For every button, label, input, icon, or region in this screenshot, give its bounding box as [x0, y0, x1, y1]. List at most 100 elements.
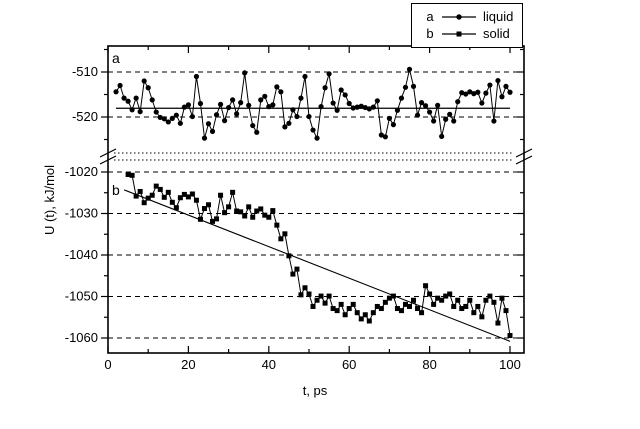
liquid-point [471, 91, 477, 97]
y-tick-label: -1020 [65, 164, 98, 179]
solid-marker-icon [441, 29, 477, 39]
y-tick-label: -1060 [65, 330, 98, 345]
solid-point [419, 310, 425, 316]
legend-key-b: b [426, 26, 434, 42]
solid-point [394, 306, 400, 312]
legend-label-liquid: liquid [483, 8, 514, 24]
solid-point [427, 291, 433, 297]
liquid-point [274, 84, 280, 90]
liquid-point [173, 112, 179, 118]
liquid-point [226, 104, 232, 111]
liquid-point [298, 95, 304, 101]
liquid-point [338, 87, 344, 93]
solid-point [431, 301, 437, 307]
solid-point [407, 303, 412, 309]
liquid-point [439, 133, 445, 139]
annotation-a: a [112, 50, 120, 66]
liquid-point [266, 104, 272, 110]
chart-legend: a liquid b solid [411, 3, 523, 48]
liquid-point [503, 83, 509, 89]
liquid-point [221, 118, 228, 124]
solid-point [350, 301, 356, 307]
solid-point [181, 191, 187, 197]
liquid-point [125, 98, 131, 104]
liquid-point [362, 104, 368, 111]
solid-point [177, 195, 183, 201]
liquid-point [398, 95, 405, 101]
liquid-point [197, 100, 204, 107]
solid-series [125, 171, 513, 339]
liquid-point [189, 113, 196, 120]
liquid-point [479, 100, 485, 106]
liquid-point [310, 127, 316, 133]
liquid-point [213, 112, 220, 118]
solid-point [398, 308, 404, 314]
liquid-point [246, 102, 252, 108]
solid-point [234, 208, 240, 214]
solid-point [447, 291, 453, 297]
liquid-point [278, 89, 284, 95]
solid-point [459, 306, 465, 312]
liquid-point [141, 78, 147, 84]
liquid-point [447, 111, 453, 117]
x-tick-label: 20 [181, 357, 195, 372]
solid-point [266, 214, 272, 220]
solid-point [370, 310, 376, 316]
solid-point [507, 333, 513, 339]
solid-point [322, 300, 328, 306]
solid-point [286, 253, 292, 259]
liquid-point [318, 104, 324, 110]
x-tick-label: 80 [422, 357, 436, 372]
liquid-marker-icon [441, 12, 477, 22]
solid-point [326, 293, 332, 299]
liquid-point [302, 73, 308, 80]
liquid-point [451, 118, 457, 124]
liquid-point [475, 89, 481, 95]
plot-frame [107, 45, 525, 354]
solid-point [306, 291, 312, 297]
solid-point [318, 293, 324, 299]
solid-point [382, 299, 388, 305]
solid-point [222, 210, 228, 216]
solid-point [206, 202, 211, 208]
solid-trend-line [123, 189, 511, 342]
liquid-point [121, 95, 127, 101]
solid-point [197, 216, 203, 222]
liquid-point [491, 118, 497, 124]
solid-point [302, 285, 308, 291]
liquid-point [459, 90, 465, 96]
legend-entry-liquid: a liquid [425, 8, 520, 24]
liquid-point [153, 109, 159, 115]
liquid-point [358, 103, 364, 109]
solid-point [254, 208, 260, 214]
solid-point [210, 218, 216, 224]
liquid-point [201, 135, 208, 141]
solid-point [129, 172, 135, 178]
solid-point [314, 297, 320, 303]
liquid-point [386, 115, 392, 121]
liquid-point [161, 116, 167, 122]
x-axis-title: t, ps [302, 383, 328, 398]
solid-point [189, 191, 195, 197]
solid-point [358, 316, 364, 322]
liquid-point [378, 132, 384, 138]
solid-point [246, 204, 252, 210]
solid-point [499, 295, 505, 301]
liquid-point [427, 109, 433, 115]
solid-point [238, 209, 244, 215]
liquid-point [422, 103, 429, 109]
solid-point [149, 192, 155, 198]
liquid-point [366, 106, 372, 112]
liquid-point [165, 119, 171, 125]
liquid-point [157, 114, 163, 121]
solid-point [310, 303, 316, 309]
solid-point [475, 303, 481, 309]
solid-point [415, 306, 421, 312]
solid-point [346, 306, 352, 312]
liquid-point [230, 97, 236, 103]
y-axis-title: U (t), kJ/mol [42, 164, 57, 236]
liquid-point [145, 85, 151, 91]
solid-point [278, 236, 284, 242]
solid-point [294, 266, 300, 272]
